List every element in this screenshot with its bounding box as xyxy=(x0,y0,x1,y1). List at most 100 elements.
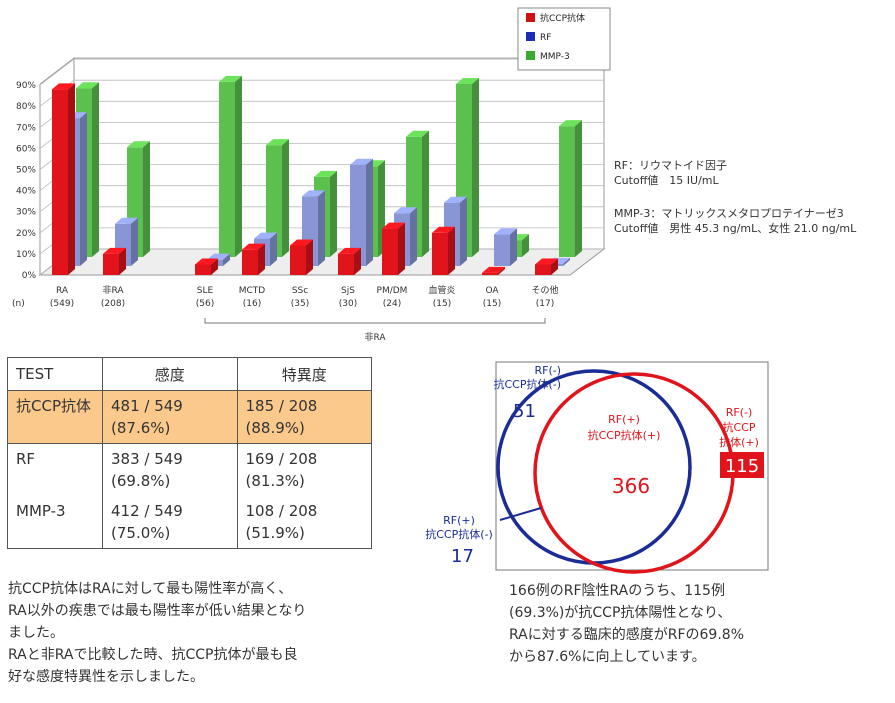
bar-side xyxy=(143,141,150,257)
y-tick-label: 30% xyxy=(16,208,36,218)
row-specificity: 169 / 208 (81.3%) xyxy=(236,443,372,496)
row-test: 抗CCP抗体 xyxy=(7,390,103,444)
ext-label2: 抗CCP抗体(-) xyxy=(425,527,493,541)
bar-抗CCP抗体-SLE xyxy=(195,258,218,275)
mmp-note: MMP-3：マトリックスメタロプロテイナーゼ3 Cutoff値 男性 45.3 … xyxy=(614,206,856,236)
x-tick-label: その他 xyxy=(531,284,558,296)
red-only-label1: RF(-) xyxy=(726,406,753,419)
bar-top xyxy=(127,141,150,148)
bar-抗CCP抗体-OA xyxy=(482,266,505,275)
bar-抗CCP抗体-SSc xyxy=(290,239,313,275)
gridline xyxy=(39,58,604,86)
x-tick-label: RA xyxy=(56,286,69,296)
bar-top xyxy=(195,258,218,265)
bar-side xyxy=(119,247,126,275)
n-label: (n) xyxy=(12,299,25,309)
group-bracket xyxy=(204,318,546,324)
bar-top xyxy=(219,75,242,82)
bar-top xyxy=(207,253,230,260)
rf-negative-circle xyxy=(496,369,692,565)
row-sensitivity: 383 / 549 (69.8%) xyxy=(102,443,238,496)
bar-side xyxy=(575,120,582,258)
red-only-label3: 抗体(+) xyxy=(719,435,759,449)
bar-front xyxy=(195,264,211,275)
x-tick-n: (15) xyxy=(433,299,451,309)
bar-side xyxy=(68,83,75,275)
bar-front xyxy=(219,81,235,258)
bar-side xyxy=(410,207,417,266)
bar-side xyxy=(282,139,289,257)
x-tick-label: 非RA xyxy=(102,284,124,296)
bar-side xyxy=(498,266,505,275)
table-row: RF 383 / 549 (69.8%) 169 / 208 (81.3%) xyxy=(7,443,372,496)
header-test: TEST xyxy=(7,357,103,391)
bar-top xyxy=(242,243,265,250)
bar-side xyxy=(354,247,361,275)
row-test: RF xyxy=(7,443,103,496)
red-only-value-box xyxy=(720,452,764,478)
bar-front xyxy=(559,126,575,258)
bar-top xyxy=(406,130,429,137)
bar-RF-SSc xyxy=(302,190,325,266)
venn-diagram: RF(-) 抗CCP抗体(-) 51 RF(+) 抗CCP抗体(+) 366 R… xyxy=(425,361,769,574)
bar-front xyxy=(242,249,258,275)
blue-only-label1: RF(-) xyxy=(534,364,561,377)
ext-value: 17 xyxy=(451,546,474,567)
x-tick-n: (15) xyxy=(483,299,501,309)
bar-抗CCP抗体-その他 xyxy=(535,258,558,275)
bar-top xyxy=(482,266,505,273)
bar-top xyxy=(494,228,517,235)
legend-label: 抗CCP抗体 xyxy=(540,12,585,24)
x-tick-label: PM/DM xyxy=(377,286,408,296)
bar-side xyxy=(223,253,230,266)
chart-labels: 0% 10% 20% 30% 40% 50% 60% 70% 80% 90% RA (549) 非RA (… xyxy=(12,81,559,343)
legend-label: MMP-3 xyxy=(540,52,570,62)
blue-only-value: 51 xyxy=(513,401,536,422)
header-specificity: 特異度 xyxy=(236,357,372,391)
bar-抗CCP抗体-SjS xyxy=(338,247,361,275)
bar-front xyxy=(52,89,68,275)
legend-swatch xyxy=(526,13,535,22)
bar-front xyxy=(350,164,366,266)
red-only-label2: 抗CCP xyxy=(723,420,756,434)
row-test: MMP-3 xyxy=(7,496,103,549)
bar-front xyxy=(482,272,498,275)
header-sensitivity: 感度 xyxy=(102,357,238,391)
bar-side xyxy=(522,234,529,257)
bar-top xyxy=(302,190,325,197)
x-tick-n: (208) xyxy=(101,299,125,309)
y-tick-label: 40% xyxy=(16,187,36,197)
bar-chart: 0% 10% 20% 30% 40% 50% 60% 70% 80% 90% RA (549) 非RA (… xyxy=(12,7,611,343)
bar-抗CCP抗体-PM/DM xyxy=(382,222,405,275)
bar-top xyxy=(290,239,313,246)
venn-frame xyxy=(495,361,769,571)
bar-top xyxy=(338,247,361,254)
x-tick-label: MCTD xyxy=(239,286,266,296)
center-value: 366 xyxy=(612,474,650,498)
bar-top xyxy=(314,170,337,177)
bar-top xyxy=(394,207,417,214)
table-row: 抗CCP抗体 481 / 549 (87.6%) 185 / 208 (88.9%) xyxy=(7,390,372,444)
bar-top xyxy=(444,196,467,203)
gridline xyxy=(39,79,604,107)
bar-side xyxy=(398,222,405,275)
bar-抗CCP抗体-非RA xyxy=(103,247,126,275)
x-tick-label: SjS xyxy=(341,286,355,296)
bar-MMP-3-SLE xyxy=(219,75,242,258)
bar-side xyxy=(258,243,265,275)
y-tick-label: 90% xyxy=(16,81,36,91)
bar-side xyxy=(235,75,242,258)
y-tick-label: 0% xyxy=(22,271,37,281)
bar-top xyxy=(76,82,99,89)
ccp-positive-circle xyxy=(533,372,735,574)
bar-top xyxy=(52,83,75,90)
bar-side xyxy=(510,228,517,266)
bar-抗CCP抗体-RA xyxy=(52,83,75,275)
center-label1: RF(+) xyxy=(608,413,640,426)
y-tick-label: 50% xyxy=(16,166,36,176)
rf-note-line1: RF：リウマトイド因子 xyxy=(614,159,727,172)
center-label2: 抗CCP抗体(+) xyxy=(588,428,661,442)
x-tick-n: (24) xyxy=(383,299,401,309)
y-tick-label: 60% xyxy=(16,144,36,154)
bar-top xyxy=(266,139,289,146)
